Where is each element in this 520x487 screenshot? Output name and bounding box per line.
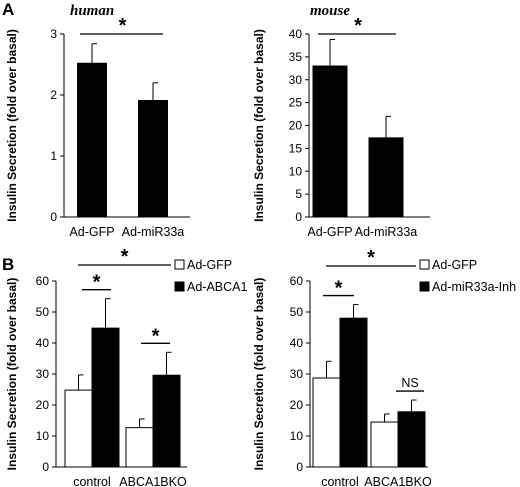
category-label: control — [73, 475, 111, 487]
y-tick-label: 20 — [289, 119, 303, 133]
chart-b-right: 0 10 20 30 40 50 60 Insulin Secretion (fold ove… — [252, 247, 516, 487]
y-axis-label: Insulin Secretion (fold over basal) — [5, 29, 19, 222]
y-tick-label: 20 — [36, 398, 50, 412]
significance-label: NS — [401, 376, 418, 390]
legend-swatch — [174, 281, 185, 292]
y-tick-label: 0 — [42, 460, 49, 474]
y-tick-label: 40 — [36, 336, 50, 350]
y-tick-label: 10 — [290, 429, 304, 443]
bar — [312, 65, 348, 218]
y-tick-label: 40 — [289, 27, 303, 41]
legend-label: Ad-ABCA1 — [187, 280, 247, 294]
y-tick-label: 15 — [289, 141, 303, 155]
y-tick-label: 10 — [289, 164, 303, 178]
y-tick-label: 30 — [290, 367, 304, 381]
y-tick-label: 50 — [290, 305, 304, 319]
y-axis-label: Insulin Secretion (fold over basal) — [252, 29, 266, 222]
category-label: ABCA1BKO — [119, 475, 187, 487]
y-axis-label: Insulin Secretion (fold over basal) — [5, 278, 19, 471]
y-tick-label: 20 — [290, 398, 304, 412]
significance-label: * — [93, 272, 101, 294]
bar — [368, 137, 404, 218]
legend-swatch — [419, 259, 430, 270]
chart-b-left: 0 10 20 30 40 50 60 Insulin Secretion (fold ove… — [5, 246, 247, 487]
chart-a-mouse: mouse 0 5 10 15 20 25 30 35 40 Insulin Secretion (… — [252, 3, 430, 239]
bar — [125, 427, 154, 468]
significance-label: * — [354, 15, 362, 37]
y-tick-label: 30 — [289, 73, 303, 87]
chart-title: human — [70, 3, 114, 19]
y-tick-label: 60 — [290, 274, 304, 288]
significance-label: * — [119, 15, 127, 37]
y-tick-label: 25 — [289, 96, 303, 110]
legend-label: Ad-miR33a-Inh — [432, 280, 516, 294]
y-tick-label: 3 — [50, 27, 57, 41]
category-label: Ad-GFP — [307, 225, 352, 239]
category-label: Ad-GFP — [69, 225, 114, 239]
bar — [397, 411, 426, 468]
y-tick-label: 50 — [36, 305, 50, 319]
y-tick-label: 40 — [290, 336, 304, 350]
y-axis-label: Insulin Secretion (fold over basal) — [252, 278, 266, 471]
panel-letter-b: B — [2, 255, 14, 274]
significance-label: * — [152, 325, 160, 347]
bar — [77, 62, 107, 218]
y-tick-label: 1 — [50, 149, 57, 163]
y-tick-label: 30 — [36, 367, 50, 381]
bar — [370, 421, 399, 468]
category-label: ABCA1BKO — [364, 475, 432, 487]
y-tick-label: 2 — [50, 88, 57, 102]
bar — [138, 99, 168, 218]
legend-label: Ad-GFP — [432, 258, 477, 272]
bar — [339, 317, 368, 468]
legend-swatch — [174, 259, 185, 270]
y-tick-label: 0 — [295, 210, 302, 224]
bar — [91, 327, 120, 468]
chart-title: mouse — [310, 3, 350, 19]
y-tick-label: 10 — [36, 429, 50, 443]
y-tick-label: 0 — [50, 210, 57, 224]
y-tick-label: 5 — [295, 187, 302, 201]
y-tick-label: 0 — [296, 460, 303, 474]
legend-swatch — [419, 281, 430, 292]
category-label: control — [321, 475, 359, 487]
y-tick-label: 35 — [289, 50, 303, 64]
significance-label: * — [367, 247, 375, 269]
significance-label: * — [121, 246, 129, 268]
significance-label: * — [335, 278, 343, 300]
bar — [152, 374, 181, 468]
bar — [312, 377, 341, 468]
legend-label: Ad-GFP — [187, 258, 232, 272]
panel-letter-a: A — [2, 0, 14, 19]
category-label: Ad-miR33a — [122, 225, 185, 239]
y-tick-label: 60 — [36, 274, 50, 288]
bar — [64, 389, 93, 468]
chart-a-human: human 0 1 2 3 Insulin Secretion (fold over ba… — [5, 3, 190, 239]
category-label: Ad-miR33a — [355, 225, 418, 239]
